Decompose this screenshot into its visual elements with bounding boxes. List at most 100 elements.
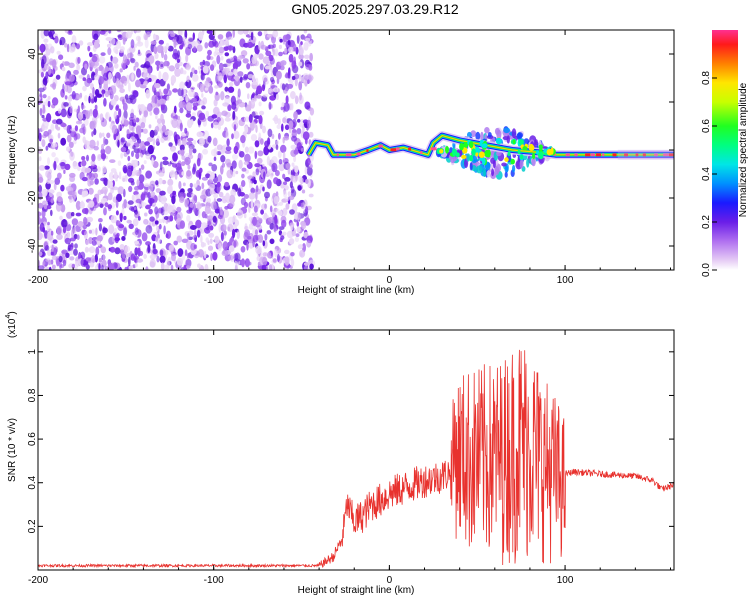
heatmap-noise-cell: [283, 190, 288, 198]
heatmap-noise-cell: [72, 140, 77, 145]
heatmap-noise-cell: [248, 192, 256, 200]
heatmap-noise-cell: [213, 156, 217, 162]
heatmap-noise-cell: [291, 75, 296, 81]
heatmap-noise-cell: [134, 43, 138, 48]
heatmap-noise-cell: [155, 114, 158, 120]
colorbar-tick-label: 0.8: [701, 71, 712, 85]
y-axis-label: SNR (10 * v/v): [7, 418, 18, 482]
heatmap-noise-cell: [45, 205, 52, 210]
heatmap-signal-cell: [466, 153, 471, 162]
heatmap-noise-cell: [67, 95, 73, 102]
heatmap-noise-cell: [212, 251, 218, 261]
heatmap-noise-cell: [252, 219, 255, 225]
heatmap-noise-cell: [154, 96, 158, 104]
heatmap-noise-cell: [288, 120, 294, 129]
x-tick-label: -200: [28, 575, 48, 586]
heatmap-noise-cell: [105, 145, 112, 155]
heatmap-noise-cell: [147, 191, 151, 199]
heatmap-noise-cell: [117, 34, 123, 38]
heatmap-noise-cell: [153, 46, 158, 55]
heatmap-noise-cell: [127, 52, 134, 58]
heatmap-noise-cell: [220, 91, 225, 101]
heatmap-noise-cell: [93, 145, 99, 151]
heatmap-noise-cell: [62, 226, 67, 234]
heatmap-noise-cell: [295, 233, 300, 238]
heatmap-noise-cell: [134, 206, 137, 211]
heatmap-noise-cell: [250, 31, 254, 41]
heatmap-noise-cell: [134, 30, 142, 33]
heatmap-noise-cell: [226, 169, 234, 179]
x-axis-label: Height of straight line (km): [298, 285, 415, 296]
heatmap-noise-cell: [186, 137, 194, 142]
heatmap-noise-cell: [59, 215, 63, 221]
heatmap-noise-cell: [167, 178, 174, 186]
heatmap-noise-cell: [228, 194, 236, 204]
heatmap-noise-cell: [170, 264, 174, 270]
heatmap-noise-cell: [282, 207, 288, 216]
heatmap-noise-cell: [218, 62, 224, 72]
heatmap-noise-cell: [64, 95, 68, 100]
heatmap-noise-cell: [49, 138, 53, 143]
heatmap-noise-cell: [208, 183, 216, 191]
heatmap-noise-cell: [38, 251, 43, 257]
heatmap-noise-cell: [192, 102, 199, 107]
heatmap-noise-cell: [102, 254, 106, 261]
heatmap-noise-cell: [210, 171, 215, 180]
heatmap-noise-cell: [288, 195, 295, 201]
heatmap-noise-cell: [201, 182, 205, 190]
heatmap-noise-cell: [148, 77, 152, 83]
heatmap-noise-cell: [298, 75, 302, 82]
heatmap-noise-cell: [290, 189, 297, 198]
heatmap-noise-cell: [185, 265, 191, 269]
heatmap-noise-cell: [93, 40, 99, 49]
heatmap-noise-cell: [111, 186, 119, 191]
heatmap-noise-cell: [42, 125, 48, 130]
heatmap-noise-cell: [170, 75, 177, 84]
heatmap-noise-cell: [221, 110, 228, 117]
heatmap-noise-cell: [290, 252, 295, 257]
heatmap-noise-cell: [186, 62, 191, 71]
heatmap-noise-cell: [259, 138, 264, 145]
heatmap-noise-cell: [308, 193, 314, 198]
heatmap-noise-cell: [104, 65, 109, 73]
heatmap-noise-cell: [123, 215, 127, 221]
heatmap-noise-cell: [256, 85, 263, 95]
heatmap-noise-cell: [259, 63, 264, 71]
heatmap-noise-cell: [156, 255, 160, 263]
heatmap-noise-cell: [69, 256, 75, 261]
signal-hot-cell: [507, 151, 511, 157]
snr-frame: [37, 329, 675, 571]
y-scale-exponent: 4: [5, 315, 12, 319]
heatmap-noise-cell: [88, 187, 94, 195]
heatmap-signal-cell: [517, 132, 523, 139]
heatmap-noise-cell: [140, 122, 146, 129]
heatmap-noise-cell: [109, 159, 116, 164]
heatmap-noise-cell: [192, 74, 199, 82]
heatmap-noise-cell: [109, 85, 117, 95]
heatmap-noise-cell: [195, 219, 202, 229]
heatmap-noise-cell: [88, 173, 96, 181]
heatmap-noise-cell: [283, 102, 290, 112]
heatmap-noise-cell: [232, 30, 235, 38]
heatmap-noise-cell: [45, 145, 49, 151]
signal-hot-cell: [461, 154, 467, 159]
signal-hot-cell: [463, 141, 469, 148]
heatmap-noise-cell: [231, 228, 236, 239]
heatmap-noise-cell: [282, 173, 286, 179]
heatmap-noise-cell: [250, 199, 254, 210]
heatmap-noise-cell: [205, 110, 210, 118]
heatmap-noise-cell: [183, 264, 188, 270]
heatmap-noise-cell: [258, 115, 263, 125]
heatmap-noise-cell: [309, 53, 313, 62]
heatmap-noise-cell: [246, 242, 249, 251]
heatmap-noise-cell: [103, 207, 107, 216]
heatmap-noise-cell: [288, 46, 294, 54]
heatmap-noise-cell: [47, 221, 50, 226]
heatmap-noise-cell: [118, 171, 122, 180]
heatmap-noise-cell: [127, 155, 131, 162]
heatmap-signal-cell: [502, 136, 509, 141]
heatmap-noise-cell: [43, 30, 50, 37]
heatmap-noise-cell: [241, 180, 246, 187]
heatmap-noise-cell: [126, 219, 132, 224]
signal-core-cell: [590, 153, 595, 157]
